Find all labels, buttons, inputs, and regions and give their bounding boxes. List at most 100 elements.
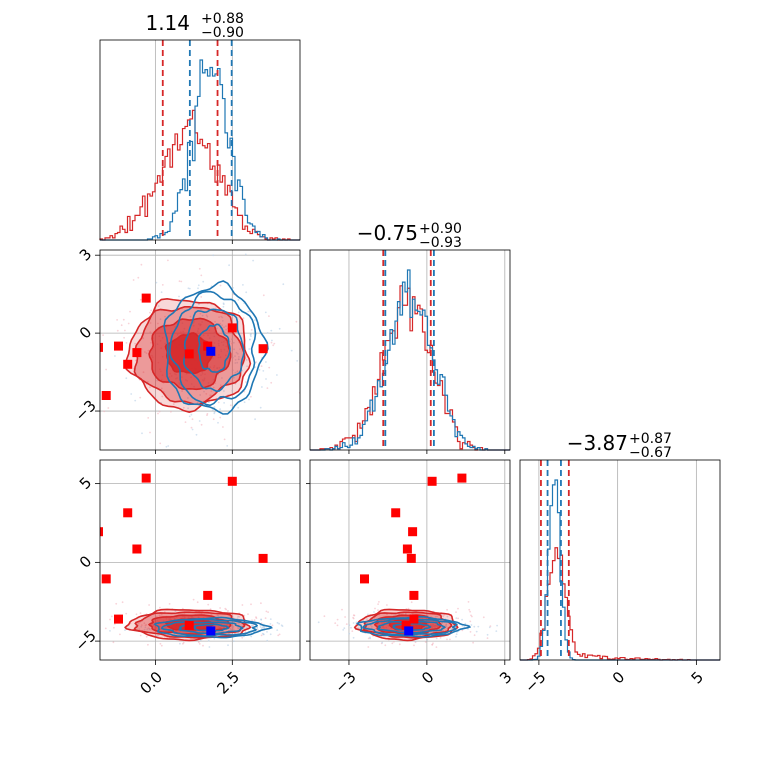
contour-blue-p21-level3	[356, 615, 472, 638]
scatter-dot-blue	[259, 406, 262, 409]
scatter-dot-red	[160, 387, 163, 390]
scatter-dot-red	[190, 426, 193, 429]
scatter-dot-red	[265, 610, 268, 613]
scatter-dot-red	[149, 386, 151, 388]
marker-red-p20-3	[132, 544, 142, 554]
scatter-dot-blue	[213, 411, 216, 413]
scatter-dot-blue	[488, 626, 491, 629]
scatter-dot-blue	[237, 406, 240, 409]
scatter-dot-blue	[266, 332, 269, 334]
scatter-dot-red	[149, 431, 151, 434]
scatter-dot-blue	[250, 335, 252, 337]
scatter-dot-red	[250, 329, 253, 331]
scatter-dot-red	[160, 644, 163, 647]
scatter-dot-blue	[254, 319, 256, 322]
scatter-dot-blue	[245, 359, 248, 361]
scatter-dot-red	[470, 614, 472, 617]
scatter-dot-red	[486, 637, 489, 639]
scatter-dot-red	[116, 319, 118, 321]
contour-blue-p10-level3	[163, 280, 269, 415]
marker-red-p21-6	[360, 574, 369, 584]
scatter-dot-red	[467, 601, 470, 603]
scatter-dot-blue	[254, 418, 256, 421]
scatter-dot-blue	[202, 280, 205, 283]
scatter-dot-red	[182, 406, 185, 409]
scatter-dot-blue	[235, 351, 238, 354]
scatter-dot-blue	[276, 629, 279, 631]
scatter-dot-red	[457, 607, 459, 610]
marker-red-p20-8	[114, 614, 123, 624]
scatter-dot-blue	[236, 617, 239, 620]
scatter-dot-blue	[352, 636, 355, 639]
scatter-dot-blue	[266, 631, 268, 633]
scatter-dot-blue	[236, 361, 239, 364]
scatter-dot-red	[344, 616, 346, 618]
scatter-dot-blue	[242, 284, 244, 286]
scatter-dot-blue	[266, 639, 269, 642]
scatter-dot-red	[419, 634, 422, 637]
scatter-dot-blue	[254, 366, 257, 368]
scatter-dot-red	[469, 631, 472, 633]
scatter-dot-red	[191, 418, 194, 421]
scatter-dot-blue	[463, 626, 466, 628]
scatter-dot-blue	[426, 638, 428, 641]
scatter-dot-blue	[230, 629, 232, 631]
scatter-dot-red	[110, 615, 113, 618]
scatter-dot-blue	[259, 626, 262, 628]
scatter-dot-red	[160, 453, 162, 455]
scatter-dot-blue	[178, 295, 180, 298]
scatter-dot-red	[127, 322, 130, 325]
scatter-dot-blue	[265, 361, 267, 363]
scatter-dot-red	[377, 603, 379, 605]
panel-frame-0-0	[99, 39, 301, 241]
scatter-dot-blue	[473, 625, 476, 628]
scatter-dot-red	[407, 607, 410, 610]
scatter-dot-blue	[370, 626, 373, 628]
scatter-dot-blue	[245, 291, 248, 294]
scatter-dot-red	[260, 365, 263, 367]
marker-red-p10-1	[100, 342, 103, 352]
scatter-dot-blue	[213, 406, 216, 408]
scatter-dot-red	[107, 407, 110, 409]
scatter-dot-red	[219, 607, 222, 609]
scatter-dot-red	[255, 361, 257, 363]
scatter-dot-blue	[239, 348, 241, 350]
marker-red-p20-1	[100, 527, 103, 537]
scatter-dot-red	[272, 344, 275, 347]
scatter-dot-blue	[198, 303, 200, 306]
scatter-dot-red	[137, 276, 140, 279]
scatter-dot-red	[341, 608, 343, 611]
scatter-dot-blue	[167, 445, 170, 447]
y-tick-label-param3-2: 5	[76, 474, 95, 493]
title-minus-param1: −0.90	[201, 25, 244, 41]
scatter-dot-red	[267, 611, 269, 613]
scatter-dot-red	[336, 624, 339, 627]
scatter-dot-red	[158, 614, 161, 617]
scatter-dot-blue	[157, 305, 160, 307]
scatter-dot-blue	[366, 618, 368, 621]
scatter-dot-red	[50, 325, 52, 327]
scatter-dot-red	[398, 643, 401, 646]
scatter-dot-red	[260, 634, 263, 637]
scatter-dot-blue	[262, 370, 265, 372]
scatter-dot-red	[161, 395, 164, 398]
marker-red-p21-2	[391, 508, 401, 518]
scatter-dot-blue	[486, 633, 489, 636]
scatter-dot-red	[158, 410, 161, 413]
scatter-dot-red	[109, 618, 111, 621]
scatter-dot-blue	[213, 637, 216, 640]
scatter-dot-blue	[156, 379, 159, 382]
scatter-dot-red	[122, 318, 125, 321]
scatter-dot-red	[219, 322, 222, 325]
marker-red-p21-0	[457, 473, 467, 483]
scatter-dot-red	[112, 641, 115, 644]
scatter-dot-blue	[232, 640, 235, 643]
scatter-dot-blue	[246, 365, 249, 368]
histogram-blue-param1	[100, 59, 300, 241]
scatter-dot-blue	[217, 614, 220, 617]
scatter-dot-red	[149, 331, 152, 333]
scatter-dot-blue	[269, 633, 272, 636]
contour-blue-p21-level2	[362, 617, 458, 636]
scatter-dot-blue	[190, 413, 193, 416]
scatter-dot-red	[257, 629, 259, 631]
